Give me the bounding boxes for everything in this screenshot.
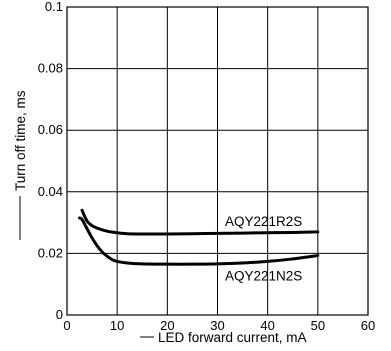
- y-tick-label: 0: [56, 307, 63, 322]
- x-axis-title: LED forward current, mA: [158, 330, 307, 345]
- x-tick-label: 20: [160, 318, 174, 333]
- series-label-aqy221r2s: AQY221R2S: [225, 214, 302, 229]
- y-tick-label: 0.1: [45, 0, 63, 14]
- x-tick-label: 0: [63, 318, 70, 333]
- x-tick-label: 40: [260, 318, 274, 333]
- y-axis-title: Turn off time, ms: [13, 90, 28, 191]
- grid: [66, 6, 369, 316]
- series-line-aqy221r2s: [80, 208, 320, 236]
- y-tick-label: 0.06: [38, 122, 63, 137]
- y-tick-label: 0.02: [38, 245, 63, 260]
- plot-frame: [66, 6, 369, 316]
- y-tick-label: 0.08: [38, 61, 63, 76]
- series-labels: AQY221R2S AQY221N2S: [225, 214, 302, 284]
- series-label-aqy221n2s: AQY221N2S: [225, 269, 302, 284]
- x-tick-label: 10: [110, 318, 124, 333]
- x-tick-label: 50: [311, 318, 325, 333]
- y-tick-label: 0.04: [38, 184, 63, 199]
- x-tick-label: 60: [361, 318, 375, 333]
- x-tick-label: 30: [210, 318, 224, 333]
- series-line-aqy221n2s: [78, 216, 320, 266]
- series-lines: [78, 208, 320, 266]
- tick-labels: 0 10 20 30 40 50 60 0 0.02 0.04 0.06 0.08 0.1: [38, 0, 376, 333]
